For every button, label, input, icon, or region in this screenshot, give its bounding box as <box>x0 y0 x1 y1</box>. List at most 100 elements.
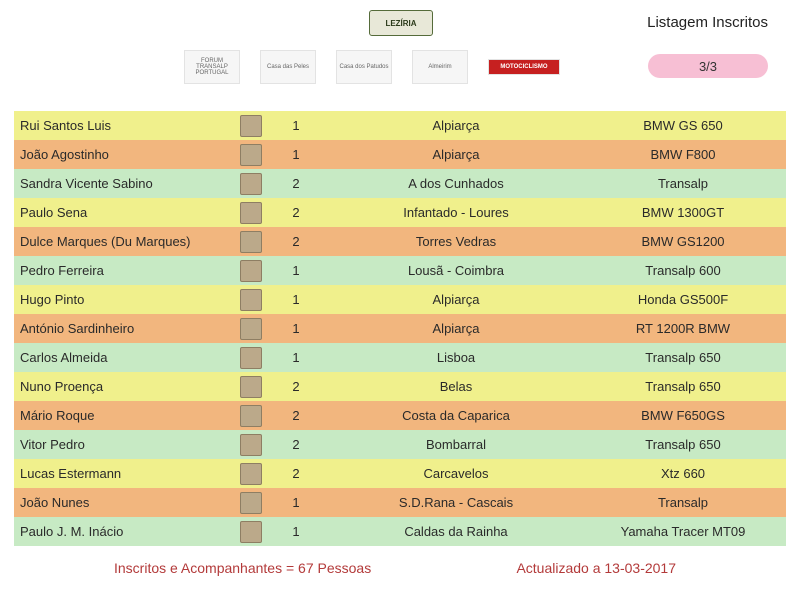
avatar <box>240 115 262 137</box>
table-row: Mário Roque2Costa da CaparicaBMW F650GS <box>14 401 786 430</box>
cell-city: Alpiarça <box>326 292 586 307</box>
cell-bike: Transalp 650 <box>586 437 786 452</box>
cell-count: 1 <box>266 321 326 336</box>
cell-city: Infantado - Loures <box>326 205 586 220</box>
avatar <box>240 376 262 398</box>
cell-city: Bombarral <box>326 437 586 452</box>
event-logo: LEZÍRIA <box>369 10 433 36</box>
avatar <box>240 405 262 427</box>
cell-name: Paulo Sena <box>14 205 236 220</box>
table-row: Nuno Proença 2BelasTransalp 650 <box>14 372 786 401</box>
cell-count: 1 <box>266 350 326 365</box>
cell-name: Carlos Almeida <box>14 350 236 365</box>
table-row: Dulce Marques (Du Marques) 2Torres Vedras… <box>14 227 786 256</box>
cell-city: S.D.Rana - Cascais <box>326 495 586 510</box>
table-row: António Sardinheiro1AlpiarçaRT 1200R BMW <box>14 314 786 343</box>
cell-city: Belas <box>326 379 586 394</box>
cell-name: Paulo J. M. Inácio <box>14 524 236 539</box>
avatar <box>240 231 262 253</box>
cell-avatar <box>236 405 266 427</box>
cell-name: Pedro Ferreira <box>14 263 236 278</box>
cell-city: Lousã - Coimbra <box>326 263 586 278</box>
cell-name: Nuno Proença <box>14 379 236 394</box>
cell-count: 1 <box>266 495 326 510</box>
cell-bike: BMW GS 650 <box>586 118 786 133</box>
cell-count: 1 <box>266 263 326 278</box>
footer-total: Inscritos e Acompanhantes = 67 Pessoas <box>114 560 371 576</box>
cell-avatar <box>236 289 266 311</box>
footer: Inscritos e Acompanhantes = 67 Pessoas A… <box>14 546 786 582</box>
cell-city: A dos Cunhados <box>326 176 586 191</box>
avatar <box>240 202 262 224</box>
cell-bike: BMW F800 <box>586 147 786 162</box>
cell-avatar <box>236 173 266 195</box>
cell-name: João Agostinho <box>14 147 236 162</box>
table-row: Hugo Pinto1AlpiarçaHonda GS500F <box>14 285 786 314</box>
cell-name: Hugo Pinto <box>14 292 236 307</box>
cell-bike: Yamaha Tracer MT09 <box>586 524 786 539</box>
cell-bike: Transalp 650 <box>586 379 786 394</box>
sponsor-logo: MOTOCICLISMO <box>488 59 560 75</box>
sponsor-logo: Casa das Peles <box>260 50 316 84</box>
sponsor-row: FORUM TRANSALP PORTUGAL Casa das Peles Cas… <box>184 50 560 84</box>
sponsor-logo: FORUM TRANSALP PORTUGAL <box>184 50 240 84</box>
cell-avatar <box>236 231 266 253</box>
table-row: Paulo J. M. Inácio1Caldas da RainhaYamah… <box>14 517 786 546</box>
cell-city: Alpiarça <box>326 147 586 162</box>
table-row: Rui Santos Luis1AlpiarçaBMW GS 650 <box>14 111 786 140</box>
cell-avatar <box>236 318 266 340</box>
cell-count: 2 <box>266 205 326 220</box>
table-row: Lucas Estermann2CarcavelosXtz 660 <box>14 459 786 488</box>
cell-avatar <box>236 434 266 456</box>
cell-name: Rui Santos Luis <box>14 118 236 133</box>
avatar <box>240 260 262 282</box>
avatar <box>240 289 262 311</box>
sponsor-logo: Almeirim <box>412 50 468 84</box>
cell-name: Sandra Vicente Sabino <box>14 176 236 191</box>
avatar <box>240 492 262 514</box>
cell-count: 2 <box>266 466 326 481</box>
cell-bike: Transalp 600 <box>586 263 786 278</box>
cell-bike: BMW GS1200 <box>586 234 786 249</box>
cell-city: Alpiarça <box>326 321 586 336</box>
cell-count: 2 <box>266 408 326 423</box>
table-row: João Nunes 1S.D.Rana - CascaisTransalp <box>14 488 786 517</box>
cell-city: Caldas da Rainha <box>326 524 586 539</box>
cell-count: 2 <box>266 234 326 249</box>
sponsor-logo: Casa dos Patudos <box>336 50 392 84</box>
cell-name: Dulce Marques (Du Marques) <box>14 234 236 249</box>
cell-name: Lucas Estermann <box>14 466 236 481</box>
cell-name: Vitor Pedro <box>14 437 236 452</box>
cell-avatar <box>236 115 266 137</box>
cell-avatar <box>236 463 266 485</box>
cell-avatar <box>236 376 266 398</box>
cell-bike: Transalp 650 <box>586 350 786 365</box>
cell-avatar <box>236 492 266 514</box>
avatar <box>240 347 262 369</box>
avatar <box>240 463 262 485</box>
cell-count: 2 <box>266 379 326 394</box>
registrants-table: Rui Santos Luis1AlpiarçaBMW GS 650João A… <box>14 111 786 546</box>
cell-bike: BMW F650GS <box>586 408 786 423</box>
cell-count: 1 <box>266 147 326 162</box>
cell-avatar <box>236 144 266 166</box>
cell-city: Torres Vedras <box>326 234 586 249</box>
cell-bike: Xtz 660 <box>586 466 786 481</box>
footer-updated: Actualizado a 13-03-2017 <box>516 560 676 576</box>
avatar <box>240 173 262 195</box>
table-row: Sandra Vicente Sabino2A dos CunhadosTran… <box>14 169 786 198</box>
cell-avatar <box>236 347 266 369</box>
cell-bike: Transalp <box>586 495 786 510</box>
cell-avatar <box>236 521 266 543</box>
cell-name: João Nunes <box>14 495 236 510</box>
avatar <box>240 144 262 166</box>
cell-count: 2 <box>266 437 326 452</box>
table-row: Vitor Pedro 2BombarralTransalp 650 <box>14 430 786 459</box>
cell-count: 2 <box>266 176 326 191</box>
avatar <box>240 434 262 456</box>
cell-city: Lisboa <box>326 350 586 365</box>
table-row: Carlos Almeida 1LisboaTransalp 650 <box>14 343 786 372</box>
header: LEZÍRIA Listagem Inscritos 3/3 FORUM TRA… <box>14 10 786 105</box>
cell-avatar <box>236 202 266 224</box>
page-title: Listagem Inscritos <box>647 14 768 31</box>
